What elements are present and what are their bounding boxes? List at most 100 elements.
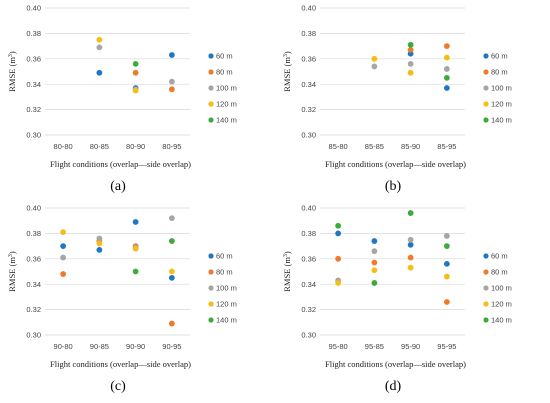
data-point-140-m — [407, 41, 414, 48]
legend-marker — [208, 101, 214, 107]
legend-label: 140 m — [216, 316, 237, 325]
panel-label: (d) — [385, 379, 402, 394]
data-point-60-m — [168, 274, 175, 281]
data-point-80-m — [168, 320, 175, 327]
x-axis-label: Flight conditions (overlap—side overlap) — [50, 159, 191, 169]
x-tick-label: 90-80 — [54, 342, 73, 351]
data-point-100-m — [407, 60, 414, 67]
y-tick-label: 0.38 — [301, 229, 316, 238]
data-point-60-m — [60, 243, 67, 250]
y-axis-label: RMSE (m3) — [282, 251, 292, 292]
y-tick-label: 0.34 — [26, 80, 41, 89]
legend-marker — [483, 69, 489, 75]
legend-marker — [208, 253, 214, 259]
legend-label: 80 m — [491, 68, 508, 77]
y-tick-label: 0.34 — [301, 80, 316, 89]
legend-label: 60 m — [216, 252, 233, 261]
data-point-80-m — [407, 47, 414, 53]
x-tick-label: 90-85 — [90, 342, 109, 351]
y-tick-label: 0.32 — [26, 105, 41, 114]
y-axis-label-superscript: 3 — [283, 254, 289, 257]
legend-label: 120 m — [491, 300, 512, 309]
data-point-100-m — [443, 233, 450, 239]
data-point-120-m — [132, 87, 139, 94]
data-point-120-m — [407, 264, 414, 271]
chart-panel-2: 0.30 0.32 0.34 0.36 0.38 0.40 85-80 85-85 85-90 8… — [282, 4, 512, 194]
data-point-60-m — [443, 260, 450, 267]
legend-label: 80 m — [491, 268, 508, 277]
data-point-140-m — [443, 74, 450, 81]
legend-marker — [483, 285, 489, 291]
data-point-60-m — [168, 52, 175, 58]
data-point-80-m — [168, 86, 175, 93]
panel-label: (c) — [110, 379, 126, 394]
y-tick-label: 0.30 — [26, 331, 41, 340]
y-tick-label: 0.38 — [301, 29, 316, 38]
panel-label: (b) — [385, 179, 402, 194]
legend-marker — [483, 53, 489, 59]
y-tick-label: 0.36 — [26, 254, 41, 263]
y-axis-label: RMSE (m3) — [7, 251, 17, 292]
data-point-100-m — [96, 235, 103, 242]
y-tick-label: 0.40 — [26, 204, 41, 213]
data-point-80-m — [60, 271, 67, 277]
y-axis-label-superscript: 3 — [8, 54, 14, 57]
data-point-100-m — [96, 44, 103, 51]
x-tick-label: 95-85 — [365, 342, 384, 351]
x-tick-label: 85-90 — [401, 142, 420, 151]
data-point-120-m — [132, 245, 139, 252]
legend-label: 100 m — [216, 284, 237, 293]
y-tick-label: 0.40 — [301, 204, 316, 213]
legend-marker — [483, 317, 489, 323]
data-point-80-m — [132, 69, 139, 76]
data-point-100-m — [168, 78, 175, 85]
x-tick-label: 95-95 — [437, 342, 456, 351]
legend-marker — [483, 85, 489, 91]
legend-label: 120 m — [216, 100, 237, 109]
data-point-120-m — [371, 55, 378, 62]
legend-label: 100 m — [491, 84, 512, 93]
data-point-100-m — [168, 215, 175, 222]
y-tick-label: 0.32 — [26, 305, 41, 314]
data-point-120-m — [96, 240, 103, 247]
y-tick-label: 0.30 — [26, 131, 41, 140]
data-point-80-m — [443, 43, 450, 49]
chart-panel-1: 0.30 0.32 0.34 0.36 0.38 0.40 80-80 80-85 80-90 8… — [7, 4, 237, 194]
legend-label: 140 m — [216, 116, 237, 125]
legend-label: 60 m — [491, 252, 508, 261]
data-point-120-m — [407, 69, 414, 76]
data-point-120-m — [96, 36, 103, 43]
data-point-140-m — [132, 268, 139, 275]
legend-marker — [483, 301, 489, 307]
panel-label: (a) — [110, 179, 126, 194]
y-axis-label-tail: ) — [7, 251, 17, 254]
y-axis-label-tail: ) — [282, 51, 292, 54]
x-axis-label: Flight conditions (overlap—side overlap) — [325, 159, 466, 169]
y-tick-label: 0.36 — [301, 254, 316, 263]
data-point-60-m — [96, 247, 103, 253]
data-point-60-m — [96, 69, 103, 76]
data-point-120-m — [371, 267, 378, 274]
data-point-60-m — [335, 230, 342, 237]
legend-marker — [208, 117, 214, 123]
data-point-120-m — [168, 268, 175, 275]
data-point-60-m — [132, 219, 139, 225]
data-point-60-m — [443, 85, 450, 91]
y-tick-label: 0.32 — [301, 105, 316, 114]
data-point-80-m — [371, 259, 378, 266]
data-point-60-m — [407, 241, 414, 248]
data-point-120-m — [335, 280, 342, 286]
legend-marker — [208, 53, 214, 59]
data-point-100-m — [60, 254, 67, 261]
legend-label: 60 m — [216, 52, 233, 61]
x-axis-label: Flight conditions (overlap—side overlap) — [325, 359, 466, 369]
x-tick-label: 85-85 — [365, 142, 384, 151]
x-tick-label: 90-95 — [162, 342, 181, 351]
x-tick-label: 80-85 — [90, 142, 109, 151]
legend-label: 140 m — [491, 316, 512, 325]
y-axis-label-main: RMSE (m — [7, 57, 17, 92]
legend-label: 80 m — [216, 268, 233, 277]
y-tick-label: 0.40 — [26, 4, 41, 13]
x-tick-label: 90-90 — [126, 342, 145, 351]
